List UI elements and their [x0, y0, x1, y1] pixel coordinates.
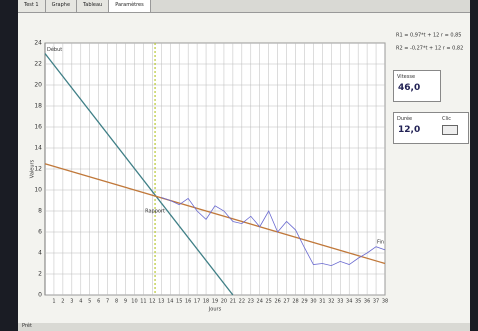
y-tick-label: 16: [34, 124, 42, 131]
x-tick-label: 21: [230, 299, 236, 305]
x-tick-label: 12: [149, 299, 155, 305]
x-tick-label: 37: [373, 299, 379, 305]
x-tick-label: 34: [346, 299, 352, 305]
x-tick-label: 5: [88, 299, 91, 305]
start-label: Début: [47, 46, 62, 53]
x-tick-label: 9: [124, 299, 127, 305]
x-tick-label: 29: [301, 299, 307, 305]
x-tick-label: 35: [355, 299, 361, 305]
panel: Durée 12,0 Clic: [393, 112, 469, 144]
x-tick-label: 32: [328, 299, 334, 305]
legend-entry: R1 = 0,97*t + 12 r = 0,85: [396, 33, 462, 39]
x-tick-label: 2: [61, 299, 64, 305]
x-tick-label: 18: [203, 299, 209, 305]
x-tick-label: 3: [70, 299, 73, 305]
x-tick-label: 8: [115, 299, 118, 305]
x-tick-label: 14: [167, 299, 173, 305]
x-tick-label: 23: [248, 299, 254, 305]
x-tick-label: 19: [212, 299, 218, 305]
x-tick-label: 25: [265, 299, 271, 305]
x-tick-label: 22: [239, 299, 245, 305]
end-label: Fin: [377, 239, 384, 245]
x-axis-label: Jours: [208, 307, 222, 313]
y-tick-label: 18: [34, 103, 42, 110]
y-tick-label: 4: [38, 250, 42, 257]
y-tick-label: 8: [38, 208, 42, 215]
y-tick-label: 0: [38, 292, 42, 299]
x-tick-label: 20: [221, 299, 227, 305]
x-tick-label: 24: [257, 299, 263, 305]
x-tick-label: 26: [274, 299, 280, 305]
y-tick-label: 14: [34, 145, 42, 152]
x-tick-label: 6: [97, 299, 100, 305]
x-tick-label: 1: [52, 299, 55, 305]
y-tick-label: 22: [34, 61, 42, 68]
x-tick-label: 10: [131, 299, 137, 305]
x-tick-label: 13: [158, 299, 164, 305]
panel-value: 46,0: [398, 83, 436, 93]
marker-label: Rapport: [145, 209, 165, 215]
x-tick-label: 27: [283, 299, 289, 305]
button-label: Clic: [442, 116, 451, 122]
y-tick-label: 10: [34, 187, 42, 194]
panel: Vitesse 46,0: [393, 70, 441, 102]
page: {"tabs":["Test 1","Graphe","Tableau","Pa…: [0, 0, 478, 331]
x-tick-label: 28: [292, 299, 298, 305]
legend-entry: R2 = -0,27*t + 12 r = 0,82: [396, 46, 463, 52]
x-tick-label: 33: [337, 299, 343, 305]
panel-label: Vitesse: [397, 74, 437, 80]
x-tick-label: 11: [140, 299, 146, 305]
x-tick-label: 17: [194, 299, 200, 305]
y-tick-label: 2: [38, 271, 42, 278]
x-tick-label: 16: [185, 299, 191, 305]
x-tick-label: 38: [382, 299, 388, 305]
y-axis-label: Valeurs: [30, 159, 36, 178]
y-tick-label: 20: [34, 82, 42, 89]
x-tick-label: 7: [106, 299, 109, 305]
x-tick-label: 36: [364, 299, 370, 305]
panel-label: Durée: [397, 116, 465, 122]
y-tick-label: 24: [34, 40, 42, 47]
x-tick-label: 15: [176, 299, 182, 305]
y-tick-label: 6: [38, 229, 42, 236]
toggle-button[interactable]: [442, 125, 458, 135]
y-tick-label: 12: [34, 166, 42, 173]
x-tick-label: 31: [319, 299, 325, 305]
status-bar: Prêt: [18, 323, 470, 331]
x-tick-label: 30: [310, 299, 316, 305]
x-tick-label: 4: [79, 299, 82, 305]
